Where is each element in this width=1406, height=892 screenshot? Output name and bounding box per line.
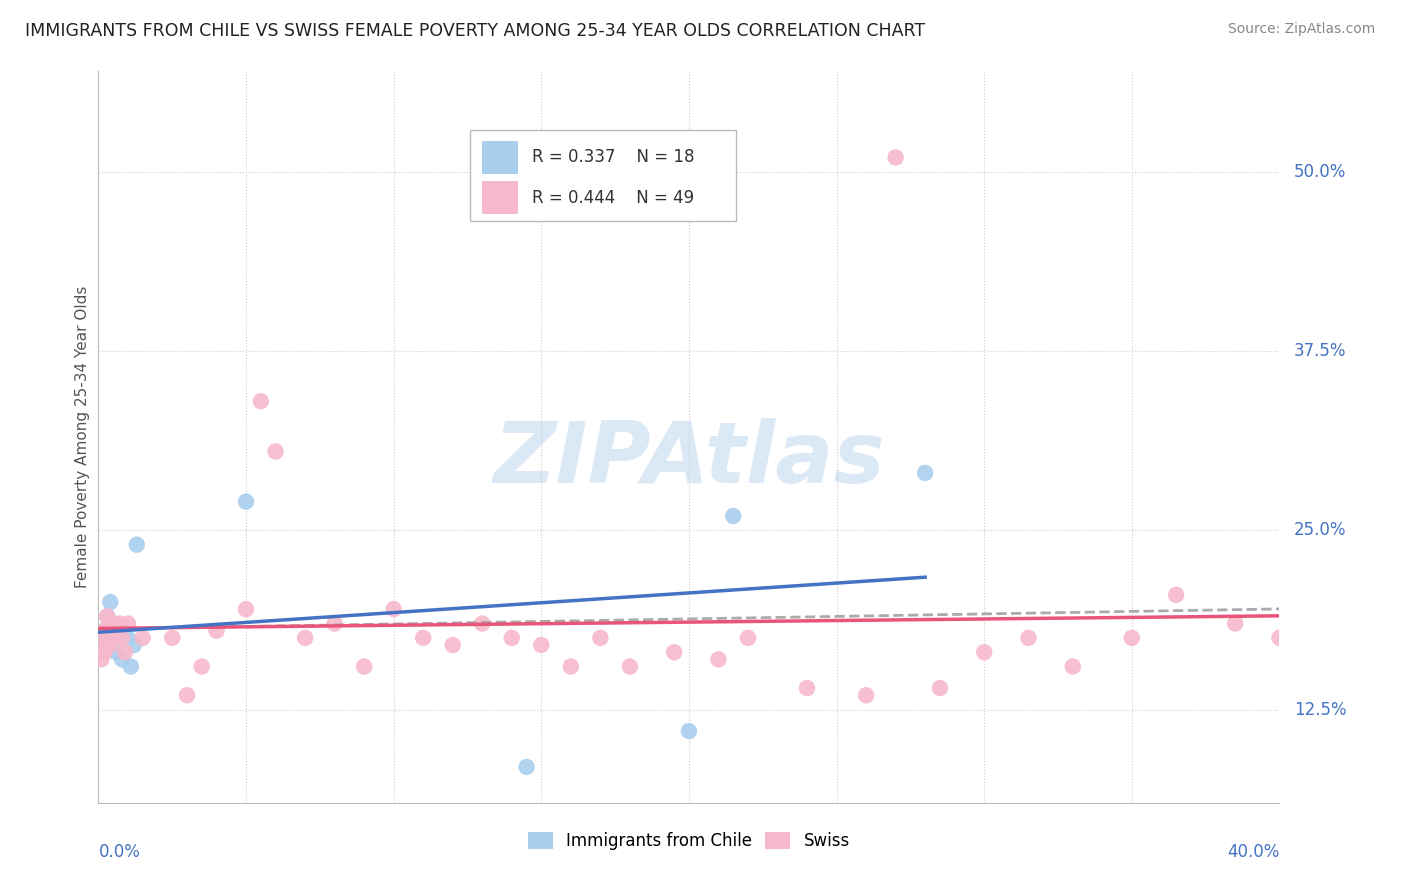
Text: 37.5%: 37.5% (1294, 342, 1346, 360)
Point (678, 724, 700, 739)
Point (117, 631, 139, 645)
Point (441, 638, 464, 652)
Text: R = 0.337    N = 18: R = 0.337 N = 18 (531, 148, 695, 166)
Point (103, 631, 125, 645)
Point (412, 631, 434, 645)
Point (1062, 659, 1084, 673)
Point (114, 645, 136, 659)
Text: 0.0%: 0.0% (98, 843, 141, 861)
Point (96, 609, 118, 624)
Text: Source: ZipAtlas.com: Source: ZipAtlas.com (1227, 22, 1375, 37)
Point (105, 631, 128, 645)
Point (619, 659, 641, 673)
Point (1268, 631, 1291, 645)
Point (707, 652, 730, 666)
Point (93, 624, 115, 638)
Y-axis label: Female Poverty Among 25-34 Year Olds: Female Poverty Among 25-34 Year Olds (75, 286, 90, 588)
Point (664, 645, 686, 659)
Text: ZIPAtlas: ZIPAtlas (494, 417, 884, 500)
Point (162, 631, 183, 645)
Point (90, 652, 112, 666)
Point (929, 681, 952, 695)
Point (93, 624, 115, 638)
Bar (482, 141, 517, 174)
Point (96, 638, 118, 652)
Point (516, 760, 538, 774)
Point (884, 150, 907, 164)
Point (114, 631, 136, 645)
Point (382, 602, 405, 616)
Text: 40.0%: 40.0% (1227, 843, 1279, 861)
Point (723, 508, 745, 523)
Point (1018, 631, 1040, 645)
Legend: Immigrants from Chile, Swiss: Immigrants from Chile, Swiss (522, 825, 856, 856)
Point (589, 631, 612, 645)
Point (1166, 588, 1188, 602)
Point (90, 631, 112, 645)
Point (90, 631, 112, 645)
Point (103, 631, 125, 645)
Point (323, 616, 346, 631)
Point (120, 659, 142, 673)
Point (93, 645, 115, 659)
Point (98, 616, 121, 631)
Point (98, 595, 121, 609)
Point (294, 631, 316, 645)
Point (914, 466, 936, 480)
Text: R = 0.444    N = 49: R = 0.444 N = 49 (531, 188, 695, 207)
Point (111, 652, 134, 666)
FancyBboxPatch shape (471, 130, 737, 221)
Point (264, 444, 287, 458)
Point (973, 645, 995, 659)
Text: 50.0%: 50.0% (1294, 162, 1346, 181)
Point (117, 616, 139, 631)
Point (353, 659, 375, 673)
Text: 25.0%: 25.0% (1294, 521, 1346, 540)
Point (108, 624, 131, 638)
Point (176, 688, 198, 702)
Point (250, 394, 273, 409)
Point (96, 609, 118, 624)
Point (471, 616, 494, 631)
Point (560, 659, 582, 673)
Point (235, 602, 257, 616)
Point (205, 624, 228, 638)
Point (125, 538, 148, 552)
Point (132, 631, 155, 645)
Point (103, 616, 125, 631)
Bar (482, 181, 517, 214)
Point (108, 616, 131, 631)
Point (501, 631, 523, 645)
Point (111, 631, 134, 645)
Point (855, 688, 877, 702)
Point (1121, 631, 1143, 645)
Point (191, 659, 214, 673)
Point (530, 638, 553, 652)
Point (105, 645, 128, 659)
Point (122, 638, 145, 652)
Point (796, 681, 818, 695)
Text: 12.5%: 12.5% (1294, 700, 1347, 719)
Point (737, 631, 759, 645)
Point (1225, 616, 1247, 631)
Point (98, 638, 121, 652)
Text: IMMIGRANTS FROM CHILE VS SWISS FEMALE POVERTY AMONG 25-34 YEAR OLDS CORRELATION : IMMIGRANTS FROM CHILE VS SWISS FEMALE PO… (25, 22, 925, 40)
Point (235, 494, 257, 508)
